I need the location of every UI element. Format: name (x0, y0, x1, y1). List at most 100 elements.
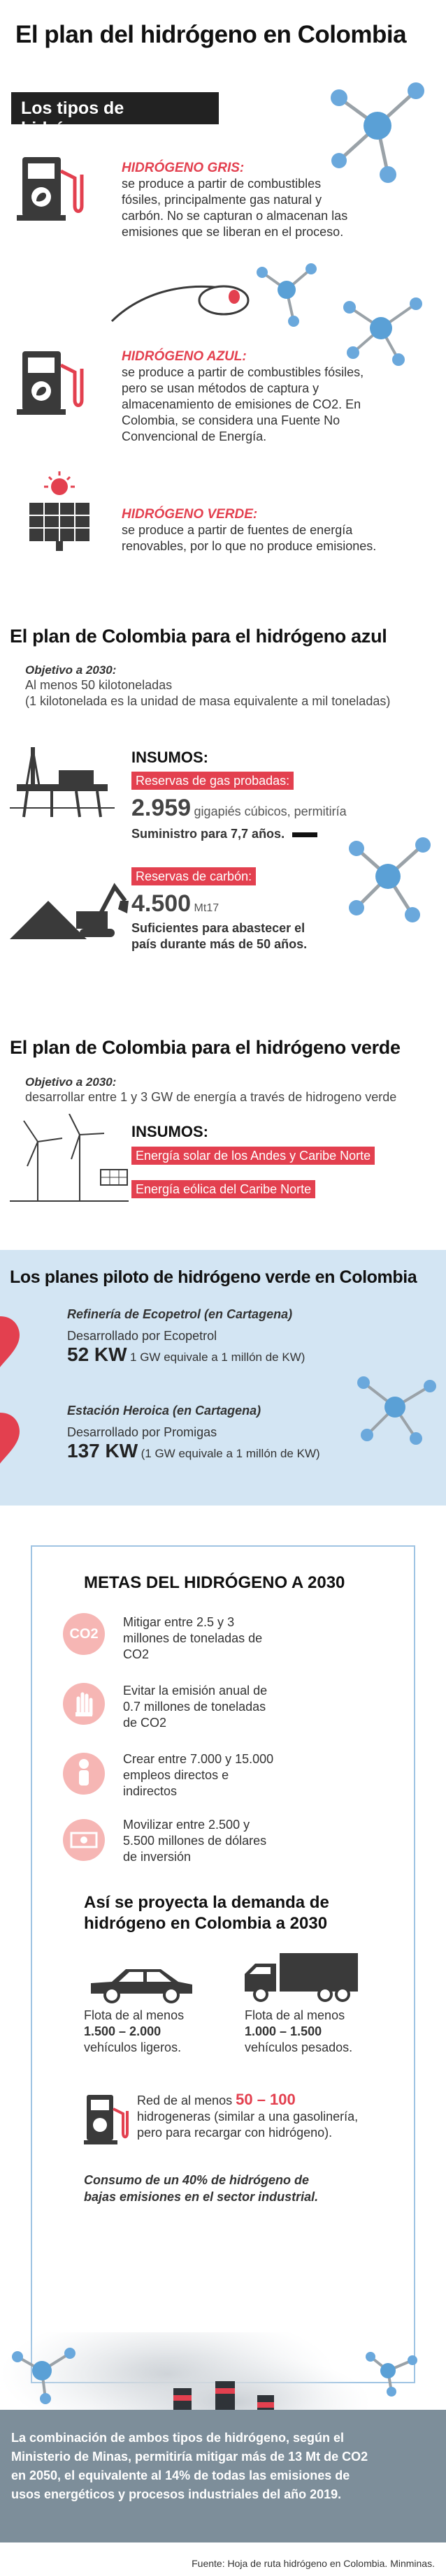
pilot-ecopetrol-capacity: 52 KW (67, 1344, 127, 1365)
gas-pump-icon (17, 157, 84, 221)
type-blue-line: almacenamiento de emisiones de CO2. En (122, 397, 361, 411)
types-section-title: Los tipos de hidrógeno (11, 92, 219, 138)
pilot-heroica: Estación Heroica (en Cartagena) Desarrol… (67, 1404, 320, 1462)
blue-objective-label: Objetivo a 2030: (25, 663, 117, 677)
blue-objective: Objetivo a 2030: Al menos 50 kilotonelad… (25, 663, 390, 709)
type-grey-line: se produce a partir de combustibles (122, 177, 322, 191)
type-grey-name: HIDRÓGENO GRIS: (122, 161, 245, 175)
gas-pump-icon (17, 351, 84, 415)
type-blue-name: HIDRÓGENO AZUL: (122, 349, 247, 364)
gas-reserves-unit: gigapiés cúbicos, permitiría (194, 804, 347, 818)
pilot-section-background (0, 1250, 446, 1506)
gas-reserves-value: 2.959 gigapiés cúbicos, permitiría (131, 795, 347, 822)
type-blue-line: pero se usan métodos de captura y (122, 381, 319, 395)
coal-reserves-number: 4.500 (131, 890, 192, 917)
conclusion-background (0, 2410, 446, 2542)
car-icon (91, 1969, 192, 2003)
pilot-heroica-name: Estación Heroica (en Cartagena) (67, 1404, 261, 1418)
gas-reserves-number: 2.959 (131, 795, 192, 821)
type-green-name: HIDRÓGENO VERDE: (122, 507, 258, 522)
goal-line: Evitar la emisión anual de (123, 1684, 268, 1698)
goal-line: de CO2 (123, 1716, 167, 1730)
solar-energy-tag: Energía solar de los Andes y Caribe Nort… (131, 1147, 375, 1165)
type-green-line: se produce a partir de fuentes de energí… (122, 523, 353, 537)
coal-reserves-tag: Reservas de carbón: (131, 867, 257, 885)
coal-supply-line: Suficientes para abastecer el (131, 921, 305, 935)
conclusion-line: La combinación de ambos tipos de hidróge… (11, 2431, 345, 2445)
pilot-heroica-developer: Desarrollado por Promigas (67, 1425, 217, 1439)
heavy-fleet-label: vehículos pesados. (245, 2040, 353, 2054)
hydrogen-station-icon (84, 2095, 129, 2144)
worker-icon (63, 1753, 105, 1795)
coal-reserves-unit: Mt17 (194, 902, 220, 914)
goal-line: de inversión (123, 1850, 192, 1864)
goal-line: Mitigar entre 2.5 y 3 (123, 1615, 235, 1629)
type-grey-line: emisiones que se liberan en el proceso. (122, 225, 344, 239)
type-blue-line: Convencional de Energía. (122, 429, 267, 443)
industrial-consumption: Consumo de un 40% de hidrógeno de bajas … (84, 2172, 318, 2205)
source-credit: Fuente: Hoja de ruta hidrógeno en Colomb… (192, 2558, 435, 2569)
wind-energy-tag: Energía eólica del Caribe Norte (131, 1180, 316, 1198)
heavy-fleet-value: 1.000 – 1.500 (245, 2024, 322, 2038)
goal-item: Movilizar entre 2.500 y 5.500 millones d… (123, 1817, 266, 1865)
green-insumos-label: INSUMOS: (131, 1123, 208, 1140)
heavy-fleet: Flota de al menos 1.000 – 1.500 vehículo… (245, 2008, 352, 2056)
goals-title: METAS DEL HIDRÓGENO A 2030 (84, 1573, 345, 1592)
demand-title-line: hidrógeno en Colombia a 2030 (84, 1914, 328, 1933)
molecule-icon (331, 82, 424, 183)
molecule-icon (257, 263, 317, 327)
gas-reserves-tag: Reservas de gas probadas: (131, 772, 294, 790)
molecule-icon (343, 297, 422, 366)
station-prefix: Red de al menos (137, 2093, 233, 2107)
gas-supply-text: Suministro para 7,7 años. (131, 827, 285, 841)
pilot-section-title: Los planes piloto de hidrógeno verde en … (10, 1267, 417, 1287)
pilot-ecopetrol-note: 1 GW equivale a 1 millón de KW) (130, 1350, 305, 1364)
blue-insumos-label: INSUMOS: (131, 749, 208, 766)
station-network: Red de al menos 50 – 100 hidrogeneras (s… (137, 2091, 358, 2141)
pilot-ecopetrol: Refinería de Ecopetrol (en Cartagena) De… (67, 1307, 305, 1366)
light-fleet: Flota de al menos 1.500 – 2.000 vehículo… (84, 2008, 184, 2056)
page-title: El plan del hidrógeno en Colombia (15, 21, 407, 48)
money-icon (63, 1819, 105, 1861)
goal-line: Crear entre 7.000 y 15.000 (123, 1752, 274, 1766)
type-green: HIDRÓGENO VERDE: se produce a partir de … (122, 507, 429, 554)
type-blue-line: se produce a partir de combustibles fósi… (122, 365, 364, 379)
molecule-icon (349, 837, 431, 922)
pilot-ecopetrol-developer: Desarrollado por Ecopetrol (67, 1329, 217, 1343)
oil-platform-icon (10, 747, 115, 818)
station-value: 50 – 100 (236, 2091, 296, 2108)
green-objective: Objetivo a 2030: desarrollar entre 1 y 3… (25, 1075, 396, 1105)
co2-icon-text: CO2 (69, 1626, 99, 1642)
coal-supply: Suficientes para abastecer el país duran… (131, 920, 307, 952)
goal-line: 0.7 millones de toneladas (123, 1700, 266, 1714)
wind-turbine-icon (10, 1114, 129, 1202)
blue-plan-title: El plan de Colombia para el hidrógeno az… (10, 626, 387, 647)
goal-line: CO2 (123, 1647, 150, 1661)
type-grey-line: fósiles, principalmente gas natural y (122, 193, 322, 207)
light-fleet-label: vehículos ligeros. (84, 2040, 182, 2054)
type-grey: HIDRÓGENO GRIS: se produce a partir de c… (122, 161, 429, 240)
blue-objective-note: (1 kilotonelada es la unidad de masa equ… (25, 694, 391, 708)
type-green-line: renovables, por lo que no produce emisio… (122, 539, 377, 553)
molecule-icon (357, 1376, 436, 1445)
pilot-heroica-capacity: 137 KW (67, 1440, 138, 1462)
demand-title: Así se proyecta la demanda de hidrógeno … (84, 1892, 329, 1934)
industrial-consumption-line: bajas emisiones en el sector industrial. (84, 2190, 319, 2204)
goal-item: Crear entre 7.000 y 15.000 empleos direc… (123, 1751, 273, 1799)
solar-panel-icon (29, 471, 89, 551)
goal-line: millones de toneladas de (123, 1631, 263, 1645)
green-plan-title: El plan de Colombia para el hidrógeno ve… (10, 1037, 401, 1058)
goal-line: empleos directos e (123, 1768, 229, 1782)
type-grey-line: carbón. No se capturan o almacenan las (122, 209, 348, 223)
heavy-fleet-prefix: Flota de al menos (245, 2008, 345, 2022)
truck-icon (245, 1953, 358, 2002)
goal-item: Evitar la emisión anual de 0.7 millones … (123, 1683, 267, 1731)
gas-supply-bar (292, 832, 318, 837)
type-blue-line: Colombia, se considera una Fuente No (122, 413, 340, 427)
coal-reserves-value: 4.500 Mt17 (131, 890, 219, 918)
station-line: pero para recargar con hidrógeno). (137, 2126, 333, 2140)
conclusion-text: La combinación de ambos tipos de hidróge… (11, 2429, 368, 2504)
industrial-consumption-line: Consumo de un 40% de hidrógeno de (84, 2173, 310, 2187)
capture-pipe-icon (110, 285, 250, 323)
pilot-heroica-note: (1 GW equivale a 1 millón de KW) (141, 1447, 320, 1460)
